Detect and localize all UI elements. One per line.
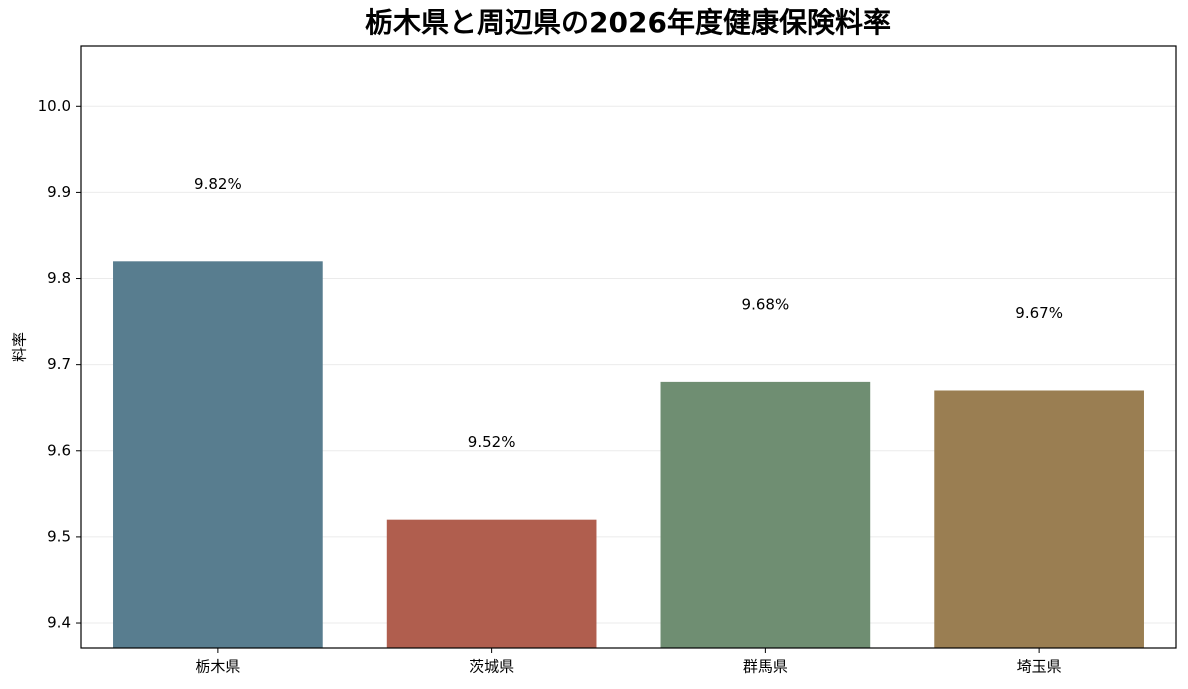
y-tick-label: 9.7 bbox=[47, 355, 71, 373]
chart-title: 栃木県と周辺県の2026年度健康保険料率 bbox=[365, 6, 891, 39]
x-tick-label: 栃木県 bbox=[195, 658, 240, 676]
bar bbox=[386, 519, 597, 648]
y-tick-label: 9.6 bbox=[47, 441, 71, 459]
y-tick-label: 9.5 bbox=[47, 527, 71, 545]
y-tick-label: 9.8 bbox=[47, 269, 71, 287]
y-tick-label: 9.4 bbox=[47, 614, 71, 632]
value-label: 9.82% bbox=[194, 175, 242, 193]
value-label: 9.52% bbox=[468, 433, 516, 451]
plot-frame bbox=[80, 45, 1177, 649]
value-label: 9.67% bbox=[1015, 304, 1063, 322]
bar bbox=[660, 381, 871, 648]
x-tick-label: 埼玉県 bbox=[1017, 658, 1062, 676]
y-axis-label: 料率 bbox=[11, 332, 29, 362]
y-tick-label: 10.0 bbox=[38, 97, 71, 115]
bar bbox=[113, 261, 323, 648]
bar bbox=[934, 390, 1144, 648]
y-tick-label: 9.9 bbox=[47, 183, 71, 201]
x-tick-label: 茨城県 bbox=[469, 658, 514, 676]
value-label: 9.68% bbox=[742, 295, 790, 313]
x-tick-label: 群馬県 bbox=[743, 658, 788, 676]
